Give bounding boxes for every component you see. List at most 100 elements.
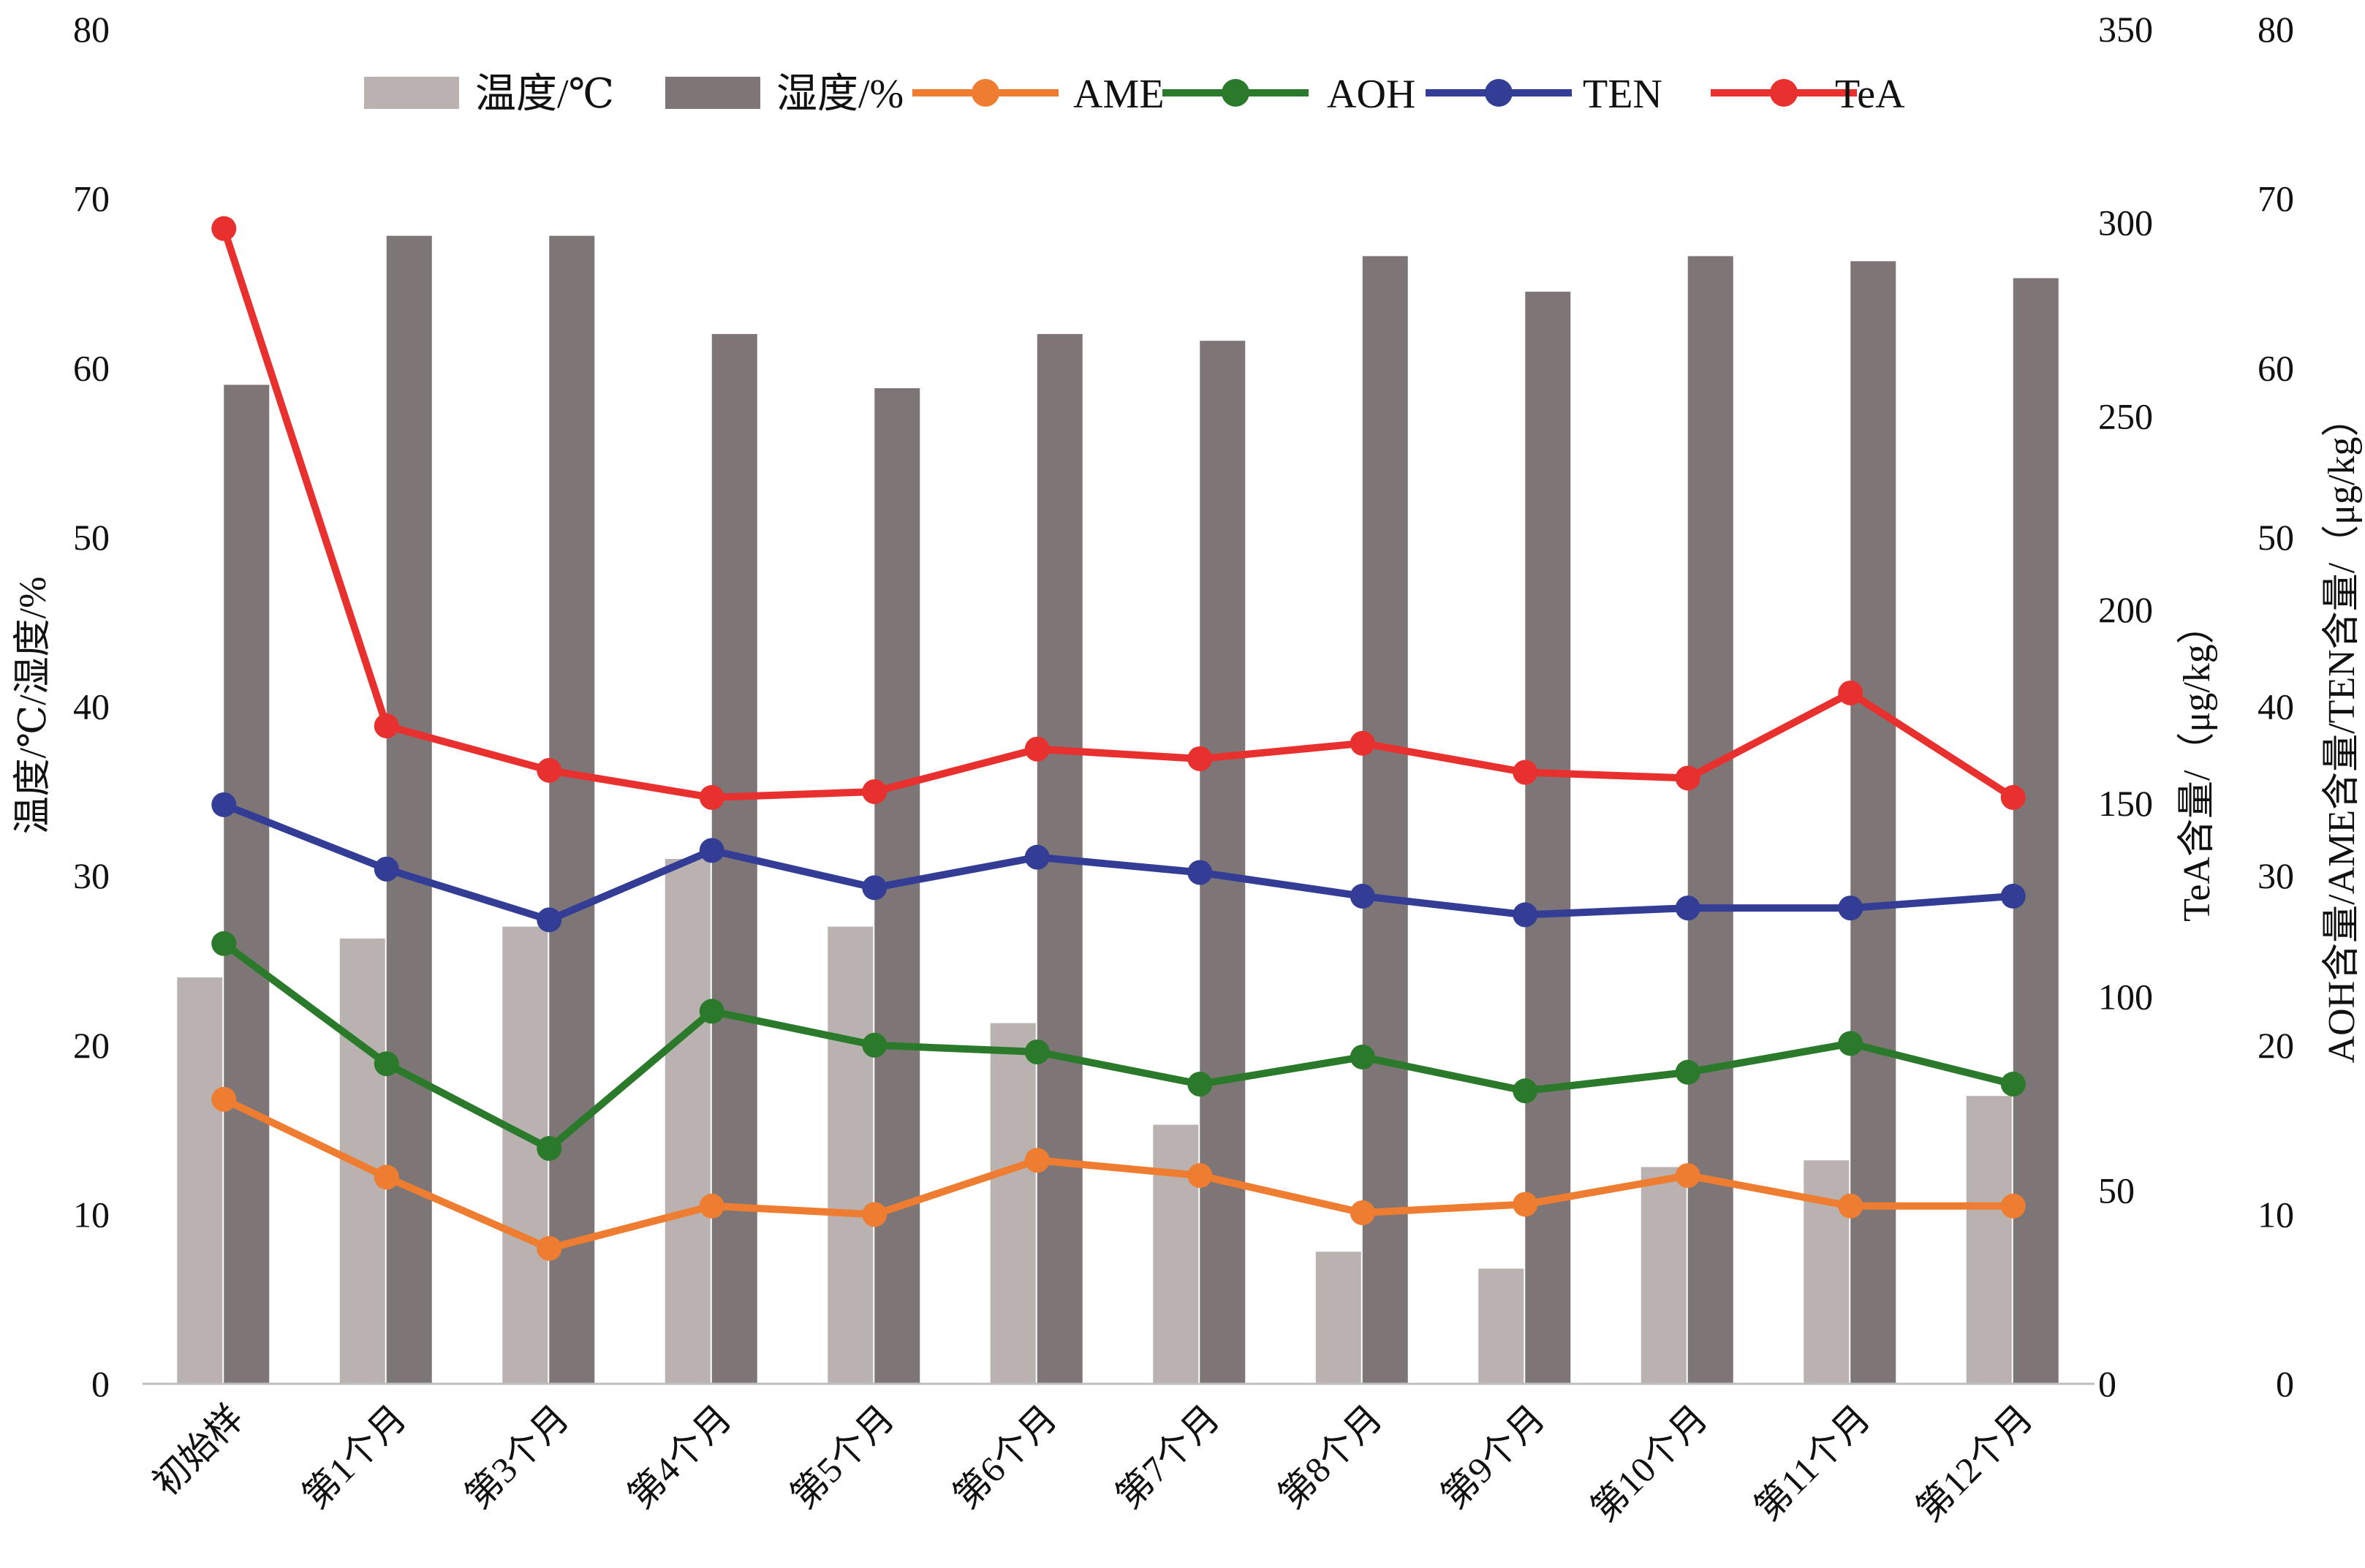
point-ame-9 xyxy=(1675,1163,1700,1189)
line-ten xyxy=(222,801,2014,924)
left-tick-label-2: 20 xyxy=(73,1025,110,1066)
point-ame-6 xyxy=(1187,1163,1213,1189)
point-ame-2 xyxy=(537,1235,562,1261)
point-ten-8 xyxy=(1513,902,1538,928)
point-ten-4 xyxy=(862,875,888,901)
legend-3-marker xyxy=(1222,79,1249,107)
point-aoh-2 xyxy=(537,1136,562,1162)
right1-tick-label-3: 150 xyxy=(2098,783,2153,824)
bar-humidity-7 xyxy=(1362,256,1408,1385)
point-aoh-4 xyxy=(862,1032,888,1058)
point-tea-9 xyxy=(1675,765,1700,791)
x-tick-label-4: 第5个月 xyxy=(783,1397,902,1516)
x-tick-label-10: 第11个月 xyxy=(1747,1397,1878,1529)
bar-temperature-6 xyxy=(1153,1124,1199,1384)
right1-tick-label-0: 0 xyxy=(2098,1363,2116,1404)
bar-humidity-1 xyxy=(386,235,432,1384)
x-tick-label-7: 第8个月 xyxy=(1271,1397,1390,1516)
bar-humidity-2 xyxy=(549,235,595,1384)
line-ame xyxy=(222,1096,2013,1252)
point-ten-5 xyxy=(1024,844,1050,870)
point-ame-0 xyxy=(211,1086,237,1112)
left-tick-label-4: 40 xyxy=(73,686,110,727)
point-ten-3 xyxy=(699,838,724,863)
point-tea-0 xyxy=(211,216,237,241)
legend-3-label: AOH xyxy=(1327,72,1415,117)
right2-tick-label-1: 10 xyxy=(2258,1194,2294,1235)
legend: 温度/℃ 湿度/% AME AOH TEN TeA xyxy=(364,72,1905,117)
right1-tick-label-5: 250 xyxy=(2098,395,2153,436)
right2-tick-label-3: 30 xyxy=(2258,855,2294,896)
point-aoh-10 xyxy=(1838,1031,1863,1056)
left-tick-label-8: 80 xyxy=(73,9,110,50)
point-aoh-9 xyxy=(1675,1059,1700,1085)
x-tick-label-11: 第12个月 xyxy=(1909,1397,2041,1529)
point-aoh-8 xyxy=(1513,1078,1538,1104)
x-tick-label-0: 初始样 xyxy=(145,1397,251,1504)
line-aoh xyxy=(222,940,2014,1153)
legend-2-marker xyxy=(972,79,999,107)
left-tick-label-3: 30 xyxy=(73,855,110,896)
right2-tick-label-0: 0 xyxy=(2276,1363,2294,1404)
left-tick-label-7: 70 xyxy=(73,178,110,219)
left-tick-label-0: 0 xyxy=(91,1363,110,1404)
right2-tick-label-2: 20 xyxy=(2258,1025,2294,1066)
legend-4-marker xyxy=(1485,79,1513,107)
bar-humidity-8 xyxy=(1525,292,1571,1384)
point-tea-6 xyxy=(1187,746,1213,771)
right1-tick-label-4: 200 xyxy=(2098,589,2153,630)
legend-0-label: 温度/℃ xyxy=(475,72,614,117)
line-tea xyxy=(220,227,2016,801)
right1-tick-label-2: 100 xyxy=(2098,977,2153,1018)
point-tea-8 xyxy=(1513,760,1538,785)
bar-humidity-9 xyxy=(1687,256,1733,1385)
right1-tick-label-6: 300 xyxy=(2098,202,2153,243)
point-tea-2 xyxy=(537,757,562,783)
point-tea-7 xyxy=(1350,730,1375,756)
point-aoh-3 xyxy=(699,999,724,1024)
legend-0-swatch xyxy=(364,77,459,109)
point-ten-2 xyxy=(537,907,562,933)
point-tea-4 xyxy=(862,779,888,804)
point-ten-1 xyxy=(374,856,399,882)
bar-temperature-10 xyxy=(1804,1160,1850,1384)
point-ame-3 xyxy=(699,1193,724,1219)
point-ame-11 xyxy=(2000,1193,2026,1219)
point-ten-10 xyxy=(1838,895,1863,921)
right1-axis-title: TeA含量/（μg/kg） xyxy=(2176,606,2218,922)
bar-temperature-7 xyxy=(1315,1251,1361,1384)
right2-tick-label-8: 80 xyxy=(2258,9,2294,50)
bar-temperature-0 xyxy=(177,977,223,1384)
bar-temperature-8 xyxy=(1478,1268,1524,1384)
point-ten-6 xyxy=(1187,860,1213,885)
right2-axis-title: AOH含量/AME含量/TEN含量/（μg/kg） xyxy=(2321,399,2363,1064)
point-aoh-1 xyxy=(374,1051,399,1077)
right1-tick-label-7: 350 xyxy=(2098,9,2153,50)
point-aoh-11 xyxy=(2000,1072,2026,1097)
legend-4-label: TEN xyxy=(1583,72,1662,117)
bar-temperature-4 xyxy=(828,926,874,1384)
left-tick-label-1: 10 xyxy=(73,1194,110,1235)
point-ame-4 xyxy=(862,1202,888,1227)
point-ten-9 xyxy=(1675,895,1700,921)
point-tea-5 xyxy=(1024,736,1050,762)
point-ame-8 xyxy=(1513,1192,1538,1217)
x-tick-label-6: 第7个月 xyxy=(1108,1397,1227,1516)
right2-tick-label-4: 40 xyxy=(2258,686,2294,727)
legend-1-label: 湿度/% xyxy=(776,72,904,117)
point-tea-10 xyxy=(1838,680,1863,705)
left-axis-title: 温度/℃/湿度/% xyxy=(12,577,54,835)
x-tick-label-2: 第3个月 xyxy=(458,1397,577,1516)
point-tea-3 xyxy=(699,784,724,810)
legend-2-label: AME xyxy=(1073,72,1164,117)
x-tick-label-5: 第6个月 xyxy=(945,1397,1064,1516)
x-tick-label-9: 第10个月 xyxy=(1583,1397,1716,1529)
x-tick-label-8: 第9个月 xyxy=(1434,1397,1553,1516)
bar-temperature-5 xyxy=(990,1023,1036,1384)
legend-5-label: TeA xyxy=(1835,72,1905,117)
point-aoh-7 xyxy=(1350,1044,1375,1069)
bar-temperature-11 xyxy=(1966,1096,2012,1384)
right2-tick-label-5: 50 xyxy=(2258,517,2294,558)
point-aoh-5 xyxy=(1024,1039,1050,1065)
